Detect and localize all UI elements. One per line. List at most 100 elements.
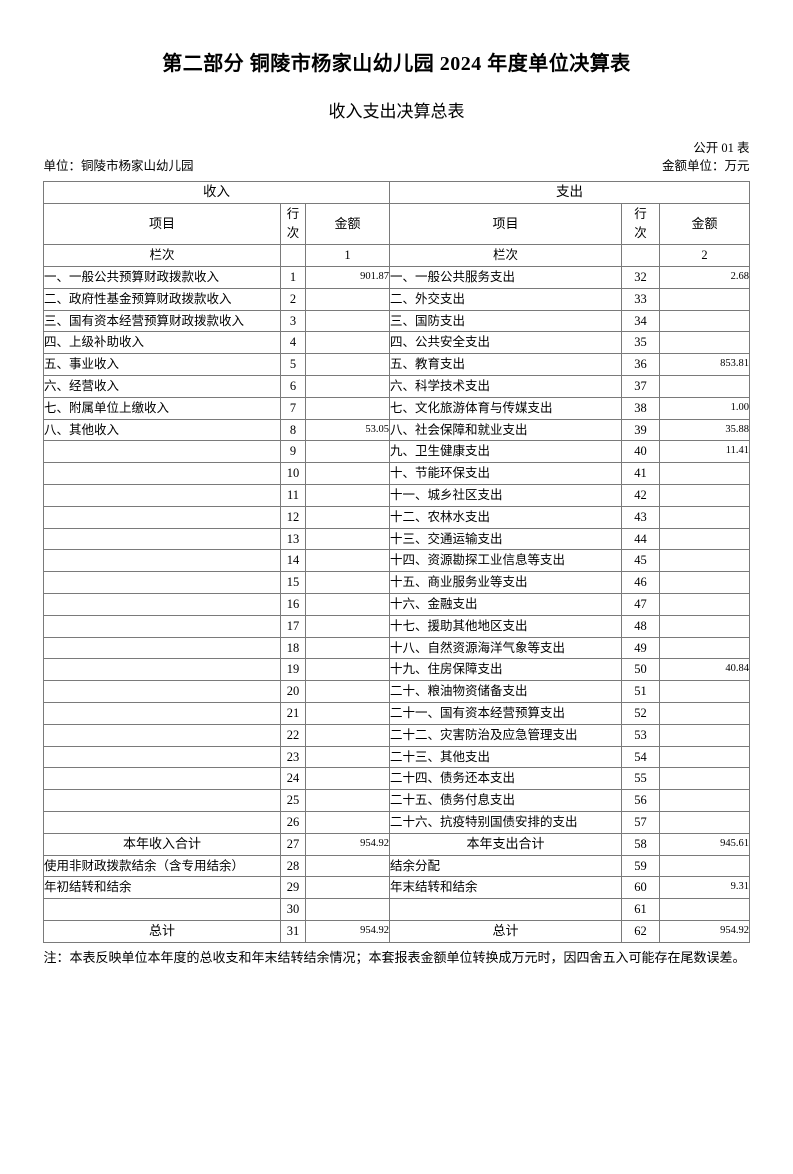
table-row: 12 十二、农林水支出 43 [42, 505, 751, 529]
income-row-no-cell: 24 [279, 767, 306, 791]
expenditure-row-no-cell: 46 [621, 571, 660, 594]
expenditure-row-no-cell: 58 [621, 832, 660, 856]
expenditure-amount-cell: 1.00 [658, 396, 751, 420]
income-item-cell [42, 549, 281, 573]
expenditure-item-cell: 二十五、债务付息支出 [389, 789, 622, 812]
expenditure-item-cell: 二十二、灾害防治及应急管理支出 [389, 723, 622, 747]
expenditure-item-cell: 十五、商业服务业等支出 [389, 571, 622, 594]
expenditure-item-cell: 二十三、其他支出 [389, 745, 622, 769]
group-header-expenditure: 支出 [388, 181, 751, 205]
col-header-expenditure-row-no: 行 次 [621, 203, 660, 246]
expenditure-row-no-cell: 42 [621, 483, 660, 507]
income-row-no-cell: 9 [279, 440, 306, 464]
expenditure-item-cell: 一、一般公共服务支出 [389, 265, 622, 289]
lanci-label-expenditure: 栏次 [389, 244, 622, 267]
expenditure-item-cell: 八、社会保障和就业支出 [389, 418, 622, 442]
table-row: 七、附属单位上缴收入 7 七、文化旅游体育与传媒支出 38 1.00 [42, 396, 751, 420]
income-row-no-cell: 7 [279, 396, 306, 420]
expenditure-item-cell: 二十四、债务还本支出 [389, 767, 622, 791]
expenditure-amount-cell [658, 483, 751, 507]
income-item-cell: 使用非财政拨款结余（含专用结余） [42, 854, 281, 878]
col-header-income-item: 项目 [42, 203, 281, 246]
income-amount-cell [304, 876, 391, 900]
income-item-cell [42, 571, 281, 594]
expenditure-amount-cell [658, 680, 751, 703]
income-row-no-cell: 13 [279, 527, 306, 551]
table-row: 四、上级补助收入 4 四、公共安全支出 35 [42, 331, 751, 355]
table-row: 15 十五、商业服务业等支出 46 [42, 571, 751, 594]
table-row: 30 61 [42, 898, 751, 921]
table-row: 19 十九、住房保障支出 50 40.84 [42, 658, 751, 682]
income-item-cell: 八、其他收入 [42, 418, 281, 442]
income-amount-cell [304, 767, 391, 791]
col-header-income-row-no-line2: 次 [286, 226, 300, 241]
income-amount-cell [304, 374, 391, 398]
income-item-cell [42, 658, 281, 682]
income-row-no-cell: 26 [279, 810, 306, 834]
table-row: 26 二十六、抗疫特别国债安排的支出 57 [42, 810, 751, 834]
expenditure-item-cell: 三、国防支出 [389, 309, 622, 333]
expenditure-amount-cell [658, 287, 751, 311]
income-amount-cell [304, 810, 391, 834]
expenditure-amount-cell [658, 527, 751, 551]
page-title: 第二部分 铜陵市杨家山幼儿园 2024 年度单位决算表 [162, 53, 631, 75]
income-row-no-cell: 30 [279, 898, 306, 921]
income-row-no-cell: 23 [279, 745, 306, 769]
income-item-cell: 六、经营收入 [42, 374, 281, 398]
expenditure-item-cell: 十四、资源勘探工业信息等支出 [389, 549, 622, 573]
income-amount-cell [304, 701, 391, 725]
expenditure-row-no-cell: 52 [621, 701, 660, 725]
income-amount-cell [304, 396, 391, 420]
expenditure-amount-cell [658, 767, 751, 791]
col-header-expenditure-row-no-line2: 次 [634, 226, 647, 241]
table-row: 二、政府性基金预算财政拨款收入 2 二、外交支出 33 [42, 287, 751, 311]
income-amount-cell [304, 331, 391, 355]
expenditure-amount-cell [658, 374, 751, 398]
income-row-no-cell: 6 [279, 374, 306, 398]
income-amount-cell [304, 287, 391, 311]
lanci-col-expenditure: 2 [658, 244, 751, 267]
income-row-no-cell: 25 [279, 789, 306, 812]
income-item-cell [42, 505, 281, 529]
income-item-cell [42, 745, 281, 769]
table-row: 9 九、卫生健康支出 40 11.41 [42, 440, 751, 464]
table-row: 使用非财政拨款结余（含专用结余） 28 结余分配 59 [42, 854, 751, 878]
table-row: 13 十三、交通运输支出 44 [42, 527, 751, 551]
expenditure-item-cell: 本年支出合计 [389, 832, 622, 856]
expenditure-item-cell: 五、教育支出 [389, 353, 622, 376]
expenditure-item-cell: 十八、自然资源海洋气象等支出 [389, 636, 622, 660]
income-item-cell [42, 527, 281, 551]
income-item-cell: 五、事业收入 [42, 353, 281, 376]
table-row: 18 十八、自然资源海洋气象等支出 49 [42, 636, 751, 660]
income-item-cell: 年初结转和结余 [42, 876, 281, 900]
income-item-cell: 总计 [42, 919, 281, 943]
income-row-no-cell: 2 [279, 287, 306, 311]
income-amount-cell [304, 592, 391, 616]
expenditure-amount-cell [658, 309, 751, 333]
col-header-income-row-no-line1: 行 [286, 207, 300, 222]
table-row: 23 二十三、其他支出 54 [42, 745, 751, 769]
table-row: 五、事业收入 5 五、教育支出 36 853.81 [42, 353, 751, 376]
income-amount-cell [304, 854, 391, 878]
table-body: 一、一般公共预算财政拨款收入 1 901.87 一、一般公共服务支出 32 2.68 二、政… [42, 265, 751, 943]
expenditure-amount-cell [658, 571, 751, 594]
income-row-no-cell: 5 [279, 353, 306, 376]
expenditure-row-no-cell: 59 [621, 854, 660, 878]
expenditure-row-no-cell: 62 [621, 919, 660, 943]
group-header-row: 收入 支出 [42, 181, 751, 205]
expenditure-item-cell: 十、节能环保支出 [389, 462, 622, 485]
expenditure-item-cell: 十二、农林水支出 [389, 505, 622, 529]
column-header-row: 项目 行 次 金额 项目 行 次 金额 [42, 203, 751, 246]
income-amount-cell: 53.05 [304, 418, 391, 442]
income-amount-cell [304, 353, 391, 376]
income-item-cell: 一、一般公共预算财政拨款收入 [42, 265, 281, 289]
income-item-cell [42, 680, 281, 703]
income-row-no-cell: 21 [279, 701, 306, 725]
table-row: 14 十四、资源勘探工业信息等支出 45 [42, 549, 751, 573]
income-item-cell [42, 789, 281, 812]
income-item-cell [42, 483, 281, 507]
expenditure-item-cell: 六、科学技术支出 [389, 374, 622, 398]
expenditure-row-no-cell: 50 [621, 658, 660, 682]
lanci-spacer-income [279, 244, 306, 267]
income-amount-cell [304, 745, 391, 769]
